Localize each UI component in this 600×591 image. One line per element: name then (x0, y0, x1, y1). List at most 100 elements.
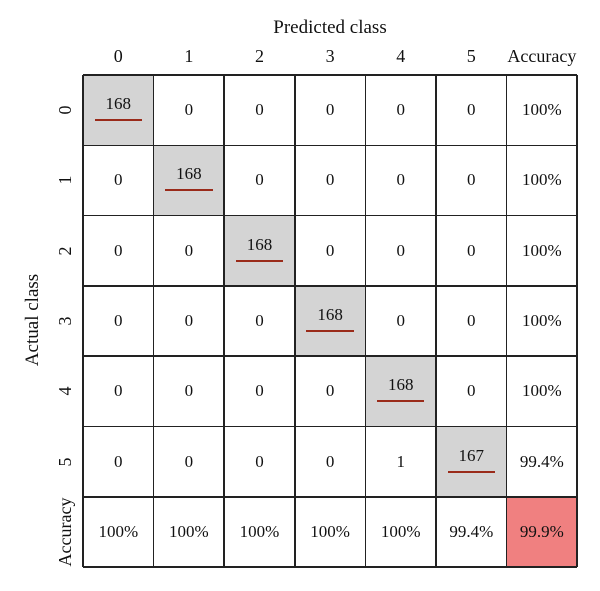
matrix-cell: 100% (507, 286, 578, 356)
cell-value: 0 (114, 381, 123, 401)
grid-line-vertical (152, 75, 155, 568)
matrix-cell: 0 (295, 427, 366, 497)
grid-line-vertical (82, 75, 84, 568)
cell-value: 100% (239, 521, 280, 541)
cell-value: 100% (522, 240, 562, 260)
cell-value: 0 (325, 100, 335, 120)
matrix-cell: 99.4% (507, 427, 578, 497)
cell-value: 0 (114, 240, 123, 260)
grid-line-vertical (364, 75, 367, 568)
cell-value: 168 (235, 234, 283, 262)
matrix-cell: 100% (507, 145, 578, 215)
cell-value: 0 (114, 311, 123, 331)
cell-value: 0 (396, 311, 405, 331)
cell-value: 0 (255, 311, 264, 331)
row-header-4: 4 (55, 386, 75, 396)
cell-value: 0 (467, 240, 476, 260)
cell-value: 0 (325, 240, 335, 260)
matrix-cell: 0 (436, 286, 507, 356)
matrix-cell: 0 (295, 356, 366, 426)
grid-line-horizontal (83, 144, 578, 147)
grid-line-horizontal (83, 214, 578, 217)
matrix-cell: 0 (365, 286, 436, 356)
column-header-6: Accuracy (507, 46, 577, 66)
matrix-cell: 0 (365, 216, 436, 286)
chart-title: Predicted class (273, 17, 387, 38)
matrix-cell: 0 (436, 75, 507, 145)
cell-value: 0 (396, 170, 405, 190)
cell-value: 168 (377, 375, 424, 403)
matrix-cell: 0 (154, 216, 225, 286)
cell-value: 100% (522, 381, 562, 401)
cell-value: 100% (522, 100, 562, 120)
matrix-cell: 100% (365, 497, 436, 567)
grid-line-vertical (505, 75, 508, 568)
cell-value: 99.9% (519, 521, 564, 541)
cell-value: 0 (467, 311, 476, 331)
matrix-cell: 0 (365, 145, 436, 215)
cell-value: 167 (447, 445, 495, 473)
grid-line-vertical (223, 75, 225, 568)
grid-line-vertical (435, 75, 437, 568)
cell-value: 0 (467, 170, 476, 190)
matrix-cell: 0 (83, 286, 154, 356)
grid-line-horizontal (83, 74, 578, 76)
cell-value: 0 (184, 311, 194, 331)
grid-line-vertical (294, 75, 296, 568)
matrix-cell: 0 (83, 216, 154, 286)
matrix-cell: 100% (224, 497, 295, 567)
cell-value: 0 (114, 170, 123, 190)
cell-value: 0 (114, 451, 123, 471)
matrix-cell: 0 (224, 145, 295, 215)
row-header-5: 5 (55, 457, 75, 467)
matrix-cell: 0 (83, 427, 154, 497)
column-header-2: 2 (254, 46, 264, 66)
cell-value: 100% (98, 521, 139, 541)
matrix-cell: 0 (224, 75, 295, 145)
overall-accuracy-cell: 99.9% (506, 496, 578, 568)
matrix-cell: 99.4% (436, 497, 507, 567)
cell-value: 100% (522, 170, 562, 190)
cell-value: 0 (255, 381, 264, 401)
matrix-cell: 0 (295, 75, 366, 145)
matrix-cell: 0 (436, 216, 507, 286)
diagonal-cell: 167 (436, 426, 507, 497)
matrix-cell: 0 (436, 145, 507, 215)
column-header-5: 5 (466, 46, 476, 66)
matrix-cell: 0 (83, 145, 154, 215)
row-header-6: Accuracy (55, 497, 75, 567)
row-header-3: 3 (55, 316, 75, 326)
matrix-cell: 0 (154, 427, 225, 497)
cell-value: 99.4% (449, 521, 494, 541)
diagonal-cell: 168 (83, 75, 154, 146)
cell-value: 100% (169, 521, 209, 541)
matrix-cell: 100% (507, 216, 578, 286)
column-header-3: 3 (325, 46, 335, 66)
matrix-cell: 0 (295, 145, 366, 215)
cell-value: 0 (255, 100, 264, 120)
cell-value: 100% (310, 521, 350, 541)
cell-value: 168 (306, 305, 354, 333)
matrix-cell: 0 (154, 75, 225, 145)
cell-value: 0 (184, 451, 194, 471)
grid-line-vertical (576, 75, 578, 568)
grid-line-horizontal (83, 425, 578, 428)
grid-line-horizontal (83, 496, 578, 498)
diagonal-cell: 168 (365, 356, 436, 427)
row-header-1: 1 (55, 175, 75, 185)
column-header-1: 1 (184, 46, 194, 66)
matrix-cell: 0 (83, 356, 154, 426)
cell-value: 100% (522, 311, 562, 331)
cell-value: 0 (184, 240, 194, 260)
cell-value: 0 (325, 451, 335, 471)
matrix-cell: 100% (83, 497, 154, 567)
matrix-cell: 0 (436, 356, 507, 426)
matrix-cell: 100% (154, 497, 225, 567)
matrix-cell: 0 (365, 75, 436, 145)
diagonal-cell: 168 (294, 285, 366, 357)
matrix-cell: 0 (154, 356, 225, 426)
column-header-0: 0 (113, 46, 123, 66)
cell-value: 0 (325, 381, 335, 401)
matrix-cell: 100% (507, 75, 578, 145)
